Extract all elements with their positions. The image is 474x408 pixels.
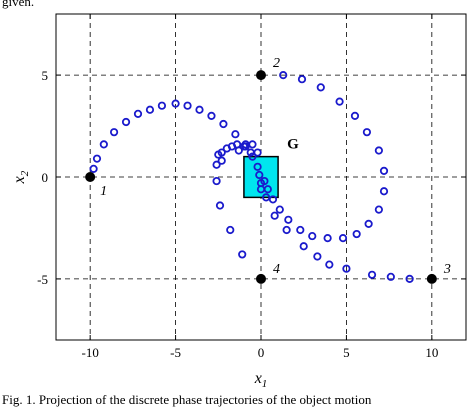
trajectory-marker bbox=[405, 274, 414, 283]
trajectory-marker bbox=[183, 101, 192, 110]
trajectory-marker bbox=[157, 101, 167, 110]
trajectory-marker bbox=[279, 71, 288, 80]
caption-top: given. bbox=[2, 0, 35, 9]
trajectory-marker bbox=[89, 164, 98, 173]
trajectory-marker bbox=[219, 119, 228, 129]
trajectory-marker bbox=[121, 117, 131, 127]
trajectory-marker bbox=[253, 162, 262, 171]
trajectory-marker bbox=[212, 176, 221, 186]
x-axis-label: x1 bbox=[254, 370, 268, 390]
trajectory-marker bbox=[217, 148, 226, 157]
trajectory-marker bbox=[226, 225, 235, 235]
trajectory-marker bbox=[364, 219, 373, 228]
start-point-marker bbox=[85, 172, 96, 182]
trajectory-marker bbox=[284, 215, 293, 224]
trajectory-marker bbox=[262, 193, 271, 202]
trajectory-marker bbox=[195, 105, 204, 114]
trajectory-marker bbox=[350, 111, 360, 120]
trajectory-marker bbox=[282, 225, 291, 235]
trajectory-marker bbox=[367, 270, 377, 279]
x-tick-label: 10 bbox=[425, 345, 438, 360]
trajectory-marker bbox=[238, 250, 247, 259]
trajectory-marker bbox=[308, 231, 317, 241]
target-label: G bbox=[287, 137, 299, 153]
trajectory-marker bbox=[270, 211, 279, 220]
trajectory-marker bbox=[325, 260, 334, 269]
trajectory-marker bbox=[379, 166, 389, 175]
trajectory-marker bbox=[171, 99, 180, 108]
trajectory-marker bbox=[133, 109, 143, 118]
y-tick-label: -5 bbox=[37, 272, 48, 287]
trajectory-markers bbox=[89, 71, 414, 283]
trajectory-marker bbox=[212, 160, 221, 169]
trajectory-marker bbox=[342, 264, 351, 273]
trajectory-marker bbox=[379, 187, 389, 196]
trajectory-marker bbox=[248, 152, 257, 161]
x-tick-label: 0 bbox=[258, 345, 265, 360]
trajectory-marker bbox=[246, 148, 255, 157]
trajectory-marker bbox=[323, 234, 332, 243]
trajectory-marker bbox=[299, 242, 308, 251]
trajectory-marker bbox=[296, 225, 305, 235]
trajectory-marker bbox=[386, 272, 395, 281]
x-tick-label: 5 bbox=[343, 345, 350, 360]
trajectory-marker bbox=[253, 148, 262, 157]
trajectory-marker bbox=[232, 140, 242, 149]
x-tick-label: -10 bbox=[81, 345, 98, 360]
start-point-label: 1 bbox=[100, 184, 107, 199]
trajectory-marker bbox=[207, 111, 216, 120]
trajectory-marker bbox=[92, 154, 102, 163]
trajectory-marker bbox=[260, 176, 269, 186]
x-tick-label: -5 bbox=[170, 345, 181, 360]
start-point-label: 2 bbox=[273, 56, 280, 71]
axis-ticks: -10 -5 0 5 10 -5 0 5 bbox=[37, 14, 466, 360]
trajectory-marker bbox=[313, 252, 322, 261]
trajectory-marker bbox=[256, 185, 266, 194]
trajectory-marker bbox=[215, 201, 225, 210]
trajectory-marker bbox=[248, 140, 257, 149]
start-point-marker bbox=[256, 70, 266, 81]
trajectory-marker bbox=[316, 83, 325, 92]
trajectory-marker bbox=[352, 229, 361, 239]
start-point-label: 4 bbox=[273, 262, 280, 277]
start-point-label: 3 bbox=[443, 262, 451, 277]
trajectory-marker bbox=[275, 205, 284, 214]
trajectory-marker bbox=[338, 234, 348, 243]
trajectory-marker bbox=[109, 128, 119, 137]
start-points: 1 2 3 4 bbox=[85, 56, 451, 284]
y-axis-label: x2 bbox=[11, 170, 31, 184]
y-tick-label: 5 bbox=[42, 68, 49, 83]
trajectory-marker bbox=[239, 142, 249, 151]
trajectory-marker bbox=[217, 156, 226, 165]
trajectory-marker bbox=[374, 205, 383, 214]
trajectory-marker bbox=[374, 146, 383, 155]
y-tick-label: 0 bbox=[42, 170, 49, 185]
trajectory-marker bbox=[362, 128, 372, 137]
start-point-marker bbox=[426, 273, 437, 284]
trajectory-marker bbox=[335, 97, 344, 106]
start-point-marker bbox=[256, 273, 266, 284]
trajectory-marker bbox=[297, 75, 307, 84]
trajectory-marker bbox=[231, 130, 240, 139]
trajectory-marker bbox=[255, 170, 264, 180]
trajectory-marker bbox=[99, 140, 108, 149]
trajectory-marker bbox=[145, 105, 155, 114]
trajectory-marker bbox=[268, 195, 278, 204]
caption-bottom: Fig. 1. Projection of the discrete phase… bbox=[2, 392, 372, 407]
